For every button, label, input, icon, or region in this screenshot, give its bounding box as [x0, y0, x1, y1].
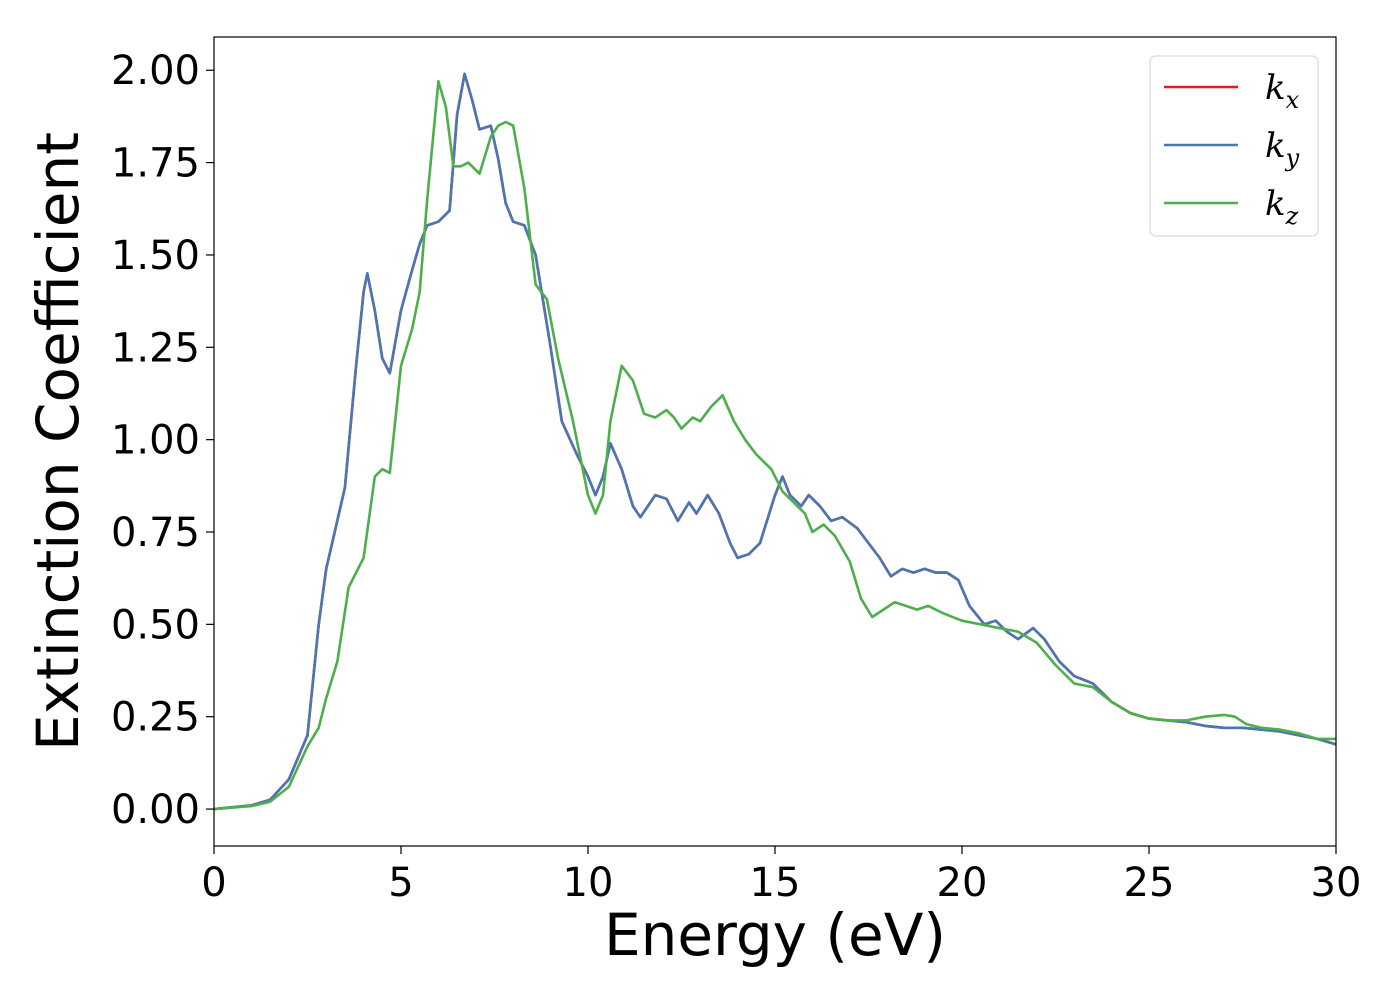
legend-label-x: kx	[1265, 68, 1300, 114]
x-tick-label: 25	[1124, 860, 1175, 906]
x-axis-title: Energy (eV)	[604, 901, 946, 969]
x-tick-label: 10	[563, 860, 614, 906]
y-axis-title: Extinction Coefficient	[24, 132, 92, 751]
x-tick-label: 15	[750, 860, 801, 906]
y-tick-label: 1.00	[111, 418, 200, 464]
y-tick-label: 0.50	[111, 602, 200, 648]
series-line-y	[213, 72, 1337, 811]
y-axis: 0.00 0.25 0.50 0.75 1.00 1.25 1.50 1.75 2.00	[111, 48, 214, 833]
legend-label-subscript: x	[1286, 86, 1300, 114]
legend-label-y: ky	[1265, 126, 1300, 172]
y-tick-label: 0.00	[111, 787, 200, 833]
y-tick-label: 1.25	[111, 325, 200, 371]
legend-label-subscript: y	[1285, 144, 1300, 172]
y-tick-label: 0.75	[111, 510, 200, 556]
x-tick-label: 20	[937, 860, 988, 906]
x-tick-label: 5	[388, 860, 413, 906]
y-tick-label: 0.25	[111, 695, 200, 741]
legend-label-base: k	[1265, 68, 1286, 108]
series-line-z	[213, 80, 1336, 811]
y-tick-label: 1.50	[111, 233, 200, 279]
x-tick-label: 30	[1311, 860, 1362, 906]
series-lines	[213, 72, 1337, 811]
legend-label-z: kz	[1265, 184, 1299, 230]
y-tick-label: 1.75	[111, 141, 200, 187]
legend-label-subscript: z	[1285, 202, 1299, 230]
y-tick-label: 2.00	[111, 48, 200, 94]
x-axis: 0 5 10 15 20 25 30	[201, 846, 1361, 906]
legend-label-base: k	[1265, 184, 1286, 224]
x-tick-label: 0	[201, 860, 226, 906]
legend-label-base: k	[1265, 126, 1286, 166]
